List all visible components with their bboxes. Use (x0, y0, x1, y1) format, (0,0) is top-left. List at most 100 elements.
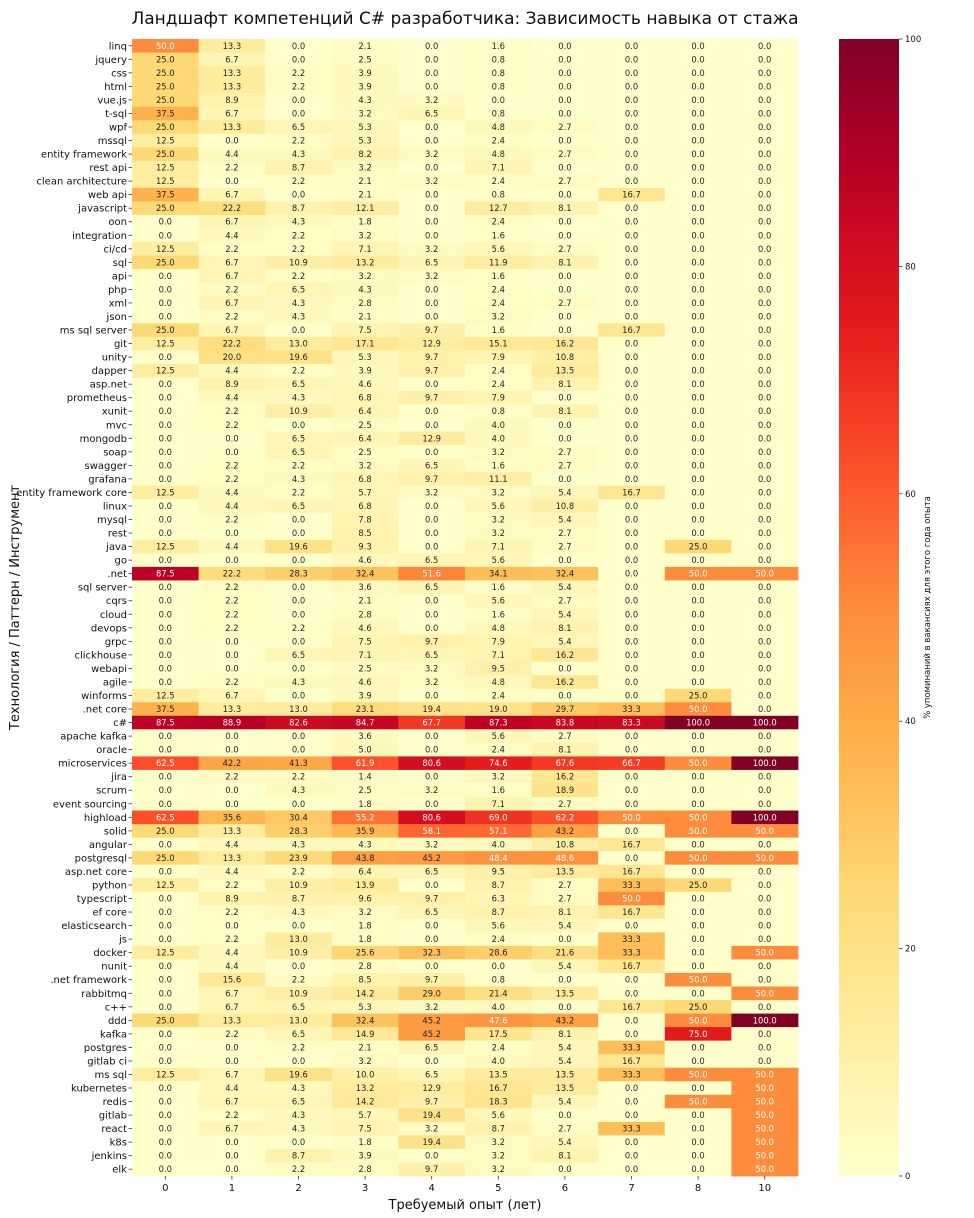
cell-value-label: 1.8 (358, 217, 371, 227)
heatmap-cell (198, 1040, 266, 1055)
heatmap-cell (198, 228, 266, 243)
cell-value-label: 2.4 (492, 934, 505, 944)
cell-value-label: 3.2 (425, 271, 438, 281)
cell-value-label: 2.2 (225, 677, 238, 687)
heatmap-cell (465, 566, 532, 581)
cell-value-label: 50.0 (755, 1110, 774, 1120)
heatmap-cell (598, 418, 666, 432)
colorbar-label: % упоминаний в вакансиях для этого года … (923, 496, 933, 719)
cell-value-label: 2.2 (292, 136, 305, 146)
cell-value-label: 0.0 (425, 284, 438, 294)
cell-value-label: 0.0 (758, 163, 771, 173)
heatmap-cell (465, 1108, 532, 1123)
cell-value-label: 8.7 (492, 1124, 505, 1134)
cell-value-label: 0.0 (225, 745, 238, 755)
heatmap-cell (598, 675, 666, 690)
cell-value-label: 37.5 (156, 108, 175, 118)
cell-value-label: 13.3 (223, 68, 242, 78)
cell-value-label: 0.0 (758, 447, 771, 457)
cell-value-label: 0.0 (625, 663, 638, 673)
heatmap-cell (198, 499, 266, 514)
heatmap-cell (398, 418, 466, 432)
heatmap-cell (531, 648, 599, 663)
cell-value-label: 50.0 (689, 758, 708, 768)
heatmap-cell (265, 566, 333, 581)
heatmap-cell (465, 634, 532, 649)
heatmap-cell (731, 1081, 799, 1096)
y-tick-label: ddd (108, 1016, 127, 1027)
cell-value-label: 0.0 (691, 1042, 704, 1052)
heatmap-cell (731, 79, 799, 94)
cell-value-label: 25.0 (156, 122, 175, 132)
heatmap-cell (265, 133, 333, 148)
heatmap-cell (531, 228, 599, 243)
cell-value-label: 0.0 (558, 1164, 571, 1174)
cell-value-label: 32.3 (422, 948, 441, 958)
heatmap-cell (198, 864, 266, 879)
cell-value-label: 13.5 (556, 366, 575, 376)
heatmap-cell (331, 323, 399, 338)
heatmap-cell (664, 891, 732, 906)
heatmap-cell (598, 106, 666, 121)
y-tick-label: .net core (83, 705, 127, 716)
heatmap-cell (598, 431, 666, 446)
cell-value-label: 7.8 (358, 515, 371, 525)
cell-value-label: 0.0 (758, 474, 771, 484)
cell-value-label: 0.0 (691, 1164, 704, 1174)
heatmap-cell (465, 282, 532, 297)
heatmap-cell (731, 323, 799, 338)
heatmap-cell (598, 783, 666, 798)
heatmap-cell (664, 350, 732, 365)
cell-value-label: 11.9 (489, 257, 508, 267)
cell-value-label: 50.0 (755, 853, 774, 863)
heatmap-cell (598, 1162, 666, 1177)
heatmap-cell (331, 350, 399, 365)
cell-value-label: 87.3 (489, 718, 508, 728)
cell-value-label: 0.0 (625, 122, 638, 132)
cell-value-label: 6.5 (425, 460, 438, 470)
cell-value-label: 5.6 (492, 596, 505, 606)
heatmap-cell (331, 418, 399, 432)
cell-value-label: 0.0 (425, 1151, 438, 1161)
heatmap-cell (398, 147, 466, 162)
cell-value-label: 0.0 (558, 1110, 571, 1120)
heatmap-cell (465, 1121, 532, 1136)
cell-value-label: 0.0 (225, 663, 238, 673)
heatmap-cell (132, 255, 199, 270)
heatmap-cell (598, 986, 666, 1001)
y-tick-label: js (118, 935, 127, 946)
heatmap-cells: 50.0 13.3 0.0 2.1 0.0 1.6 0.0 0.0 0.0 0.025.0 6.7 0… (132, 39, 799, 1177)
heatmap-cell (132, 458, 199, 473)
heatmap-cell (664, 648, 732, 663)
heatmap-cell (731, 905, 799, 920)
heatmap-cell (132, 891, 199, 906)
heatmap-cell (265, 282, 333, 297)
cell-value-label: 0.0 (758, 785, 771, 795)
cell-value-label: 0.0 (159, 731, 172, 741)
heatmap-cell (598, 214, 666, 229)
heatmap-cell (331, 729, 399, 744)
cell-value-label: 0.0 (558, 1002, 571, 1012)
heatmap-cell (598, 1094, 666, 1109)
heatmap-cell (531, 390, 599, 405)
cell-value-label: 2.4 (492, 284, 505, 294)
cell-value-label: 43.2 (556, 1015, 575, 1025)
cell-value-label: 2.4 (492, 366, 505, 376)
cell-value-label: 25.0 (689, 690, 708, 700)
cell-value-label: 13.5 (556, 866, 575, 876)
heatmap-cell (331, 499, 399, 514)
heatmap-cell (531, 282, 599, 297)
cell-value-label: 0.0 (691, 555, 704, 565)
cell-value-label: 10.9 (289, 948, 308, 958)
x-tick-label: 1 (229, 1183, 235, 1194)
cell-value-label: 35.6 (223, 812, 242, 822)
heatmap-cell (198, 566, 266, 581)
cell-value-label: 2.7 (558, 447, 571, 457)
heatmap-cell (398, 472, 466, 487)
cell-value-label: 5.4 (558, 636, 571, 646)
cell-value-label: 4.3 (358, 284, 371, 294)
cell-value-label: 0.0 (758, 677, 771, 687)
cell-value-label: 0.0 (758, 487, 771, 497)
y-tick-label: redis (103, 1097, 127, 1108)
heatmap-cell (598, 377, 666, 392)
